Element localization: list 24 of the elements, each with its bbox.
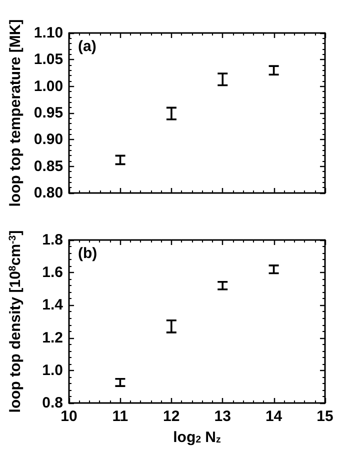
y-tick-label: 0.95 bbox=[34, 104, 64, 122]
x-tick-label: 11 bbox=[112, 408, 128, 425]
y-tick-label: 1.0 bbox=[42, 362, 63, 379]
annotation: (a) bbox=[78, 38, 96, 55]
x-tick-label: 13 bbox=[214, 408, 231, 425]
y-axis-title: loop top density [108cm-3] bbox=[7, 230, 24, 413]
x-tick-label: 12 bbox=[163, 408, 180, 425]
y-tick-label: 0.90 bbox=[34, 131, 64, 148]
y-tick-label: 1.8 bbox=[42, 232, 63, 248]
x-tick-label: 15 bbox=[316, 408, 334, 425]
x-tick-label: 10 bbox=[60, 408, 78, 425]
y-tick-label: 1.00 bbox=[34, 78, 64, 95]
y-tick-label: 0.8 bbox=[42, 394, 63, 412]
annotation: (b) bbox=[78, 245, 98, 262]
y-tick-label: 0.85 bbox=[34, 158, 64, 175]
y-tick-label: 1.05 bbox=[34, 51, 64, 68]
y-tick-label: 0.80 bbox=[34, 184, 64, 202]
y-tick-label: 1.4 bbox=[42, 296, 64, 314]
y-tick-label: 1.10 bbox=[34, 24, 64, 42]
x-tick-label: 14 bbox=[265, 408, 283, 425]
y-tick-label: 1.6 bbox=[42, 264, 63, 282]
y-tick-label: 1.2 bbox=[42, 329, 63, 346]
y-axis-title: loop top temperature [MK] bbox=[7, 19, 24, 207]
x-axis-title: log2 Nz bbox=[173, 429, 222, 446]
